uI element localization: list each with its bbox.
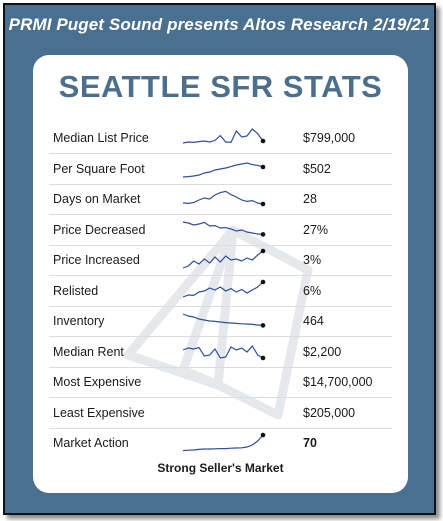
stat-value: 27%: [303, 222, 329, 237]
card-title: SEATTLE SFR STATS: [58, 69, 383, 104]
trend-sparkline: [182, 313, 266, 328]
stat-label: Most Expensive: [53, 375, 142, 389]
sparkline-path: [182, 344, 264, 359]
stat-value: 464: [303, 314, 324, 328]
trend-sparkline: [182, 432, 266, 452]
graphic-frame: PRMI Puget Sound presents Altos Research…: [3, 3, 436, 515]
stat-value: $2,200: [303, 344, 342, 359]
sparkline-endpoint: [260, 201, 266, 207]
sparkline-endpoint: [260, 355, 266, 360]
stat-value: 6%: [303, 283, 322, 298]
stat-value: $14,700,000: [303, 375, 373, 389]
header-title: PRMI Puget Sound presents Altos Research…: [8, 15, 431, 34]
market-caption: Strong Seller's Market: [157, 461, 284, 475]
stat-label: Market Action: [53, 436, 129, 450]
sparkline-path: [182, 281, 264, 298]
sparkline-path: [182, 190, 264, 205]
stat-value: 28: [303, 192, 317, 206]
sparkline-path: [182, 250, 264, 269]
stat-label: Least Expensive: [53, 405, 145, 420]
stat-label: Median List Price: [53, 131, 149, 145]
watermark-logo: [123, 225, 313, 420]
trend-sparkline: [182, 128, 266, 144]
sparkline-path: [182, 128, 264, 144]
sparkline-endpoint: [260, 323, 266, 328]
stat-row: Market Action 70: [49, 428, 392, 458]
stat-row: Relisted 6%: [49, 276, 392, 307]
trend-sparkline: [182, 344, 266, 360]
stat-label: Per Square Foot: [53, 161, 145, 176]
stat-value: $502: [303, 161, 331, 176]
stat-row: Median List Price $799,000: [49, 123, 392, 154]
stat-value: $799,000: [303, 131, 356, 145]
stat-label: Days on Market: [53, 192, 141, 206]
stat-value: $205,000: [303, 405, 356, 420]
stats-card: SEATTLE SFR STATS Median List Price $799,…: [33, 55, 408, 493]
sparkline-endpoint: [260, 248, 266, 254]
trend-sparkline: [182, 248, 266, 269]
sparkline-path: [182, 161, 264, 178]
sparkline-endpoint: [260, 138, 266, 144]
trend-sparkline: [182, 220, 266, 237]
stat-row: Per Square Foot $502: [49, 154, 392, 185]
stat-label: Inventory: [53, 314, 105, 328]
stat-row: Least Expensive $205,000: [49, 398, 392, 429]
sparkline-path: [182, 220, 264, 235]
sparkline-path: [182, 313, 264, 326]
stat-row: Price Increased 3%: [49, 245, 392, 276]
stat-row: Days on Market 28: [49, 184, 392, 215]
stat-value: 3%: [303, 253, 322, 267]
stat-label: Price Increased: [53, 253, 140, 267]
stat-label: Price Decreased: [53, 222, 146, 237]
stat-row: Price Decreased 27%: [49, 215, 392, 246]
stat-row: Median Rent $2,200: [49, 337, 392, 368]
sparkline-endpoint: [260, 164, 266, 169]
sparkline-endpoint: [260, 279, 266, 284]
trend-sparkline: [182, 161, 266, 178]
stat-row: Inventory 464: [49, 306, 392, 337]
trend-sparkline: [182, 190, 266, 207]
sparkline-path: [182, 434, 264, 452]
stat-value: 70: [303, 436, 317, 450]
sparkline-endpoint: [260, 231, 266, 237]
stat-label: Median Rent: [53, 344, 124, 359]
stat-label: Relisted: [53, 283, 99, 298]
trend-sparkline: [182, 279, 266, 298]
stat-row: Most Expensive $14,700,000: [49, 367, 392, 398]
sparkline-endpoint: [260, 432, 266, 438]
